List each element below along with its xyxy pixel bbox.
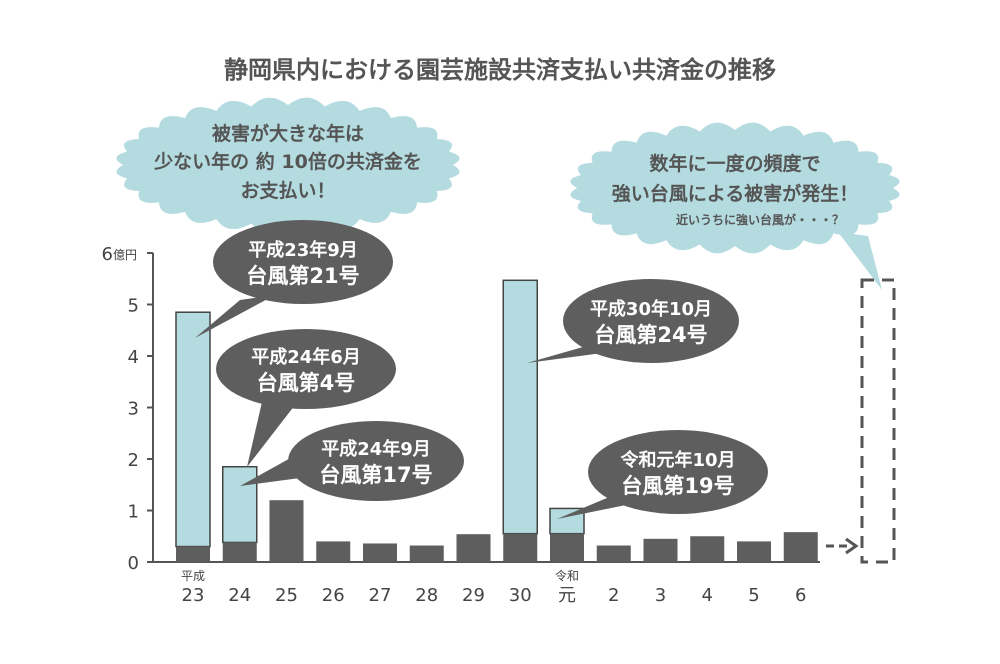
cloud-left-line-3: お支払い！ <box>240 180 335 202</box>
bar-lower-2 <box>596 545 631 562</box>
bar-lower-6 <box>783 532 818 562</box>
annotation-bubble-tail-1 <box>195 295 275 338</box>
cloud-left-shape <box>116 97 460 233</box>
bar-upper-24 <box>222 465 258 544</box>
x-tick-label-元: 元 <box>558 585 576 606</box>
y-tick-label-2: 2 <box>128 450 139 471</box>
cloud-right-sub: 近いうちに強い台風が・・・？ <box>676 212 844 227</box>
bar-lower-27 <box>363 543 397 562</box>
era-label-23: 平成 <box>181 569 205 583</box>
y-tick-group: 0 1 2 3 4 5 6 <box>102 244 153 574</box>
chart-title: 静岡県内における園芸施設共済支払い共済金の推移 <box>224 56 776 84</box>
cloud-right-line-1: 数年に一度の頻度で <box>649 152 820 175</box>
forecast-arrow-head <box>845 537 859 555</box>
bar-lower-29 <box>456 534 491 562</box>
x-tick-label-29: 29 <box>462 585 485 606</box>
cloud-left-line-1: 被害が大きな年は <box>212 122 364 145</box>
annotation-line-1-5: 令和元年10月 <box>619 449 735 471</box>
bar-lower-5 <box>737 541 771 562</box>
bar-lower-3 <box>643 538 678 562</box>
bars-group <box>175 279 818 562</box>
x-tick-label-30: 30 <box>509 585 532 606</box>
annotation-line-2-3: 台風第17号 <box>319 463 432 487</box>
annotation-bubble-body-1 <box>213 220 393 304</box>
bar-lower-25 <box>269 500 304 562</box>
y-axis-unit: 億円 <box>113 248 137 262</box>
x-tick-label-6: 6 <box>795 585 806 606</box>
x-tick-label-4: 4 <box>702 585 713 606</box>
annotation-bubble-body-2 <box>216 329 396 409</box>
cloud-right-line-2: 強い台風による被害が発生！ <box>612 182 858 205</box>
annotation-line-2-5: 台風第19号 <box>621 474 734 498</box>
x-tick-label-25: 25 <box>275 585 298 606</box>
annotation-bubble-tail-5 <box>557 495 626 519</box>
annotation-line-2-1: 台風第21号 <box>246 264 359 288</box>
forecast-dashed-box <box>860 278 896 564</box>
x-tick-label-28: 28 <box>415 585 438 606</box>
cloud-right-tail <box>838 232 882 290</box>
y-tick-label-5: 5 <box>128 296 139 317</box>
cloud-callout-left: 被害が大きな年は 少ない年の 約 10倍の共済金を お支払い！ <box>116 97 460 233</box>
bar-upper-元 <box>549 507 585 535</box>
bar-lower-26 <box>316 541 351 562</box>
bar-upper-23 <box>175 311 211 548</box>
annotation-line-2-2: 台風第4号 <box>257 371 356 395</box>
annotation-line-2-4: 台風第24号 <box>594 323 707 347</box>
bar-lower-24 <box>222 542 257 562</box>
x-tick-label-24: 24 <box>228 585 251 606</box>
x-tick-label-5: 5 <box>748 585 759 606</box>
forecast-group <box>826 278 896 564</box>
annotation-bubble-body-3 <box>288 421 464 501</box>
x-tick-label-27: 27 <box>369 585 392 606</box>
bar-lower-23 <box>176 546 210 562</box>
bar-lower-4 <box>690 536 725 562</box>
x-labels-group: 23 24 25 26 27 28 29 30 元 2 3 4 5 6平成 令和 <box>181 568 806 606</box>
cloud-left-line-2: 少ない年の 約 10倍の共済金を <box>153 150 422 173</box>
x-tick-label-2: 2 <box>608 585 619 606</box>
annotation-bubble-body-4 <box>563 279 739 363</box>
y-tick-label-3: 3 <box>128 399 139 420</box>
x-tick-label-26: 26 <box>322 585 345 606</box>
x-tick-label-3: 3 <box>655 585 666 606</box>
annotation-bubble-body-5 <box>588 430 768 514</box>
era-label-元: 令和 <box>555 568 579 583</box>
y-tick-label-0: 0 <box>128 553 139 574</box>
bar-lower-28 <box>409 545 444 562</box>
y-tick-label-4: 4 <box>128 347 139 368</box>
annotation-line-1-4: 平成30年10月 <box>590 298 712 320</box>
annotation-line-1-1: 平成23年9月 <box>248 239 358 261</box>
x-tick-label-23: 23 <box>182 585 205 606</box>
annotation-line-1-3: 平成24年9月 <box>321 438 431 460</box>
cloud-right-shape <box>570 122 900 254</box>
bar-upper-30 <box>502 279 538 535</box>
annotation-line-1-2: 平成24年6月 <box>251 346 361 368</box>
bar-lower-30 <box>503 533 538 562</box>
annotation-bubble-tail-2 <box>247 402 295 467</box>
y-tick-label-6: 6 <box>102 244 113 265</box>
bar-lower-元 <box>550 533 584 562</box>
y-tick-label-1: 1 <box>128 502 139 523</box>
cloud-callout-right: 数年に一度の頻度で 強い台風による被害が発生！ 近いうちに強い台風が・・・？ <box>570 122 900 290</box>
annotation-bubbles: 平成23年9月台風第21号平成24年6月台風第4号平成24年9月台風第17号平成… <box>195 220 768 519</box>
